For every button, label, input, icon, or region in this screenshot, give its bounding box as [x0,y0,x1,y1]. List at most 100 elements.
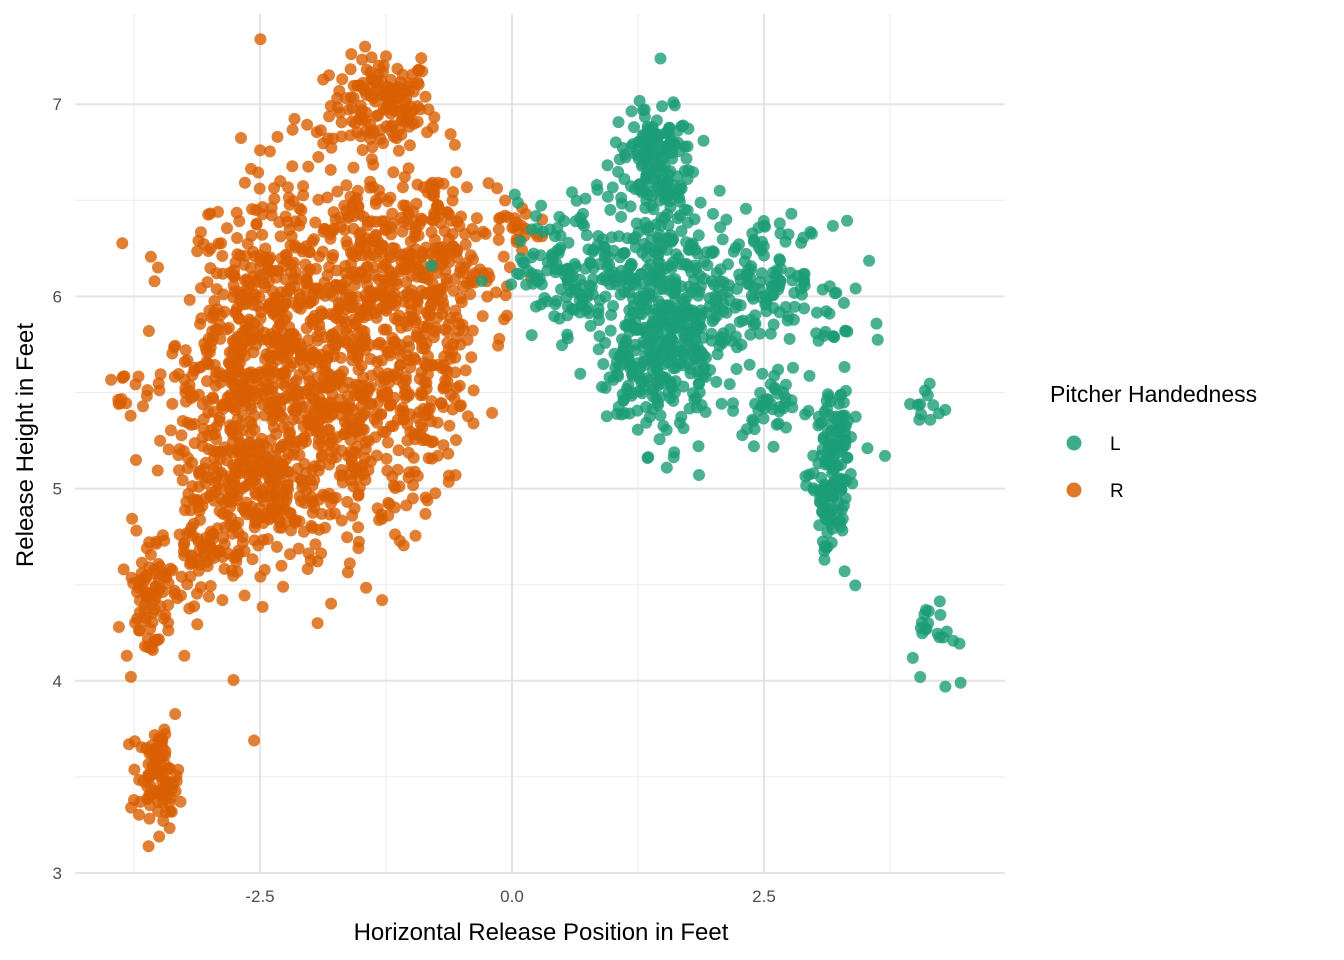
point-r [433,286,446,299]
point-l [727,397,739,410]
point-r [248,423,261,436]
point-r [386,242,399,254]
point-r [350,272,363,285]
point-r [133,624,146,637]
point-l [693,386,706,399]
point-r [163,822,176,835]
point-l [591,239,604,251]
point-l [927,399,940,412]
point-r [156,796,169,809]
point-l [627,292,639,305]
point-r [152,558,165,570]
point-l [667,394,680,407]
point-r [376,301,389,314]
point-l [612,116,625,129]
point-l [671,124,684,137]
point-l [656,100,669,113]
point-l [570,283,583,296]
point-l [671,170,684,183]
point-r [193,468,206,481]
point-r [235,447,248,460]
point-r [204,262,217,275]
point-l [777,386,789,399]
point-l [827,459,839,472]
point-r [355,461,368,474]
point-l [954,676,967,689]
point-r [225,391,238,404]
point-r [419,409,432,422]
point-r [286,160,299,173]
point-l [695,346,708,359]
point-l [863,254,876,267]
point-l [670,311,683,324]
point-r [438,350,451,363]
point-r [411,303,424,315]
point-l [614,288,627,301]
point-r [246,553,259,566]
point-r [491,182,504,195]
point-r [144,622,157,635]
point-r [369,431,382,444]
point-l [694,196,707,209]
point-r [438,301,450,314]
point-r [325,597,338,610]
point-l [601,190,614,203]
point-r [433,203,446,216]
point-r [322,132,335,145]
point-r [289,241,302,254]
point-l [538,292,551,304]
point-r [316,449,328,462]
point-r [377,137,390,150]
point-r [462,410,474,423]
point-r [188,600,201,613]
point-r [332,279,345,292]
point-l [550,294,563,307]
point-r [117,370,130,383]
point-r [264,489,277,502]
point-r [134,606,146,619]
point-r [144,548,157,561]
point-r [133,773,146,786]
point-r [148,603,161,616]
point-l [684,367,697,380]
point-l [651,248,664,261]
point-r [256,600,269,613]
point-r [323,261,336,274]
point-r [418,328,431,341]
point-r [176,474,189,487]
point-l [773,277,786,290]
point-r [385,73,397,86]
point-l [767,440,780,453]
point-l [643,220,656,233]
point-l [621,232,634,245]
point-r [159,745,172,758]
point-l [661,339,674,352]
point-r [130,524,143,537]
point-r [212,205,224,218]
point-l [785,207,798,220]
point-r [284,548,296,561]
point-r [284,283,296,296]
point-r [231,360,244,373]
point-r [374,408,387,421]
point-l [640,169,653,181]
point-l [633,178,646,191]
point-r [381,346,394,358]
point-l [730,363,743,375]
point-r [284,427,297,439]
point-r [399,370,412,383]
point-r [325,141,338,154]
point-r [294,353,307,366]
point-l [606,181,619,194]
point-l [715,397,728,410]
point-r [425,436,438,449]
point-l [650,174,663,187]
point-r [391,463,404,476]
point-r [218,562,231,575]
point-r [431,416,444,429]
point-r [297,189,310,202]
point-l [555,264,568,277]
point-l [703,300,716,313]
point-r [312,151,325,163]
point-l [812,457,825,470]
